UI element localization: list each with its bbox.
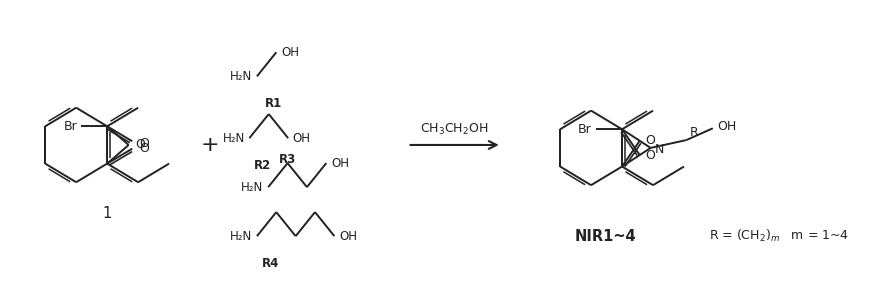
Text: R: R — [689, 126, 698, 139]
Text: O: O — [135, 138, 145, 152]
Text: R = (CH$_2$)$_m$   m = 1~4: R = (CH$_2$)$_m$ m = 1~4 — [709, 228, 849, 244]
Text: Br: Br — [64, 120, 77, 133]
Text: NIR1~4: NIR1~4 — [575, 229, 636, 244]
Text: Br: Br — [578, 123, 592, 136]
Text: OH: OH — [331, 157, 349, 170]
Text: O: O — [139, 137, 148, 150]
Text: OH: OH — [718, 120, 737, 133]
Text: OH: OH — [293, 132, 310, 145]
Text: +: + — [201, 135, 219, 155]
Text: OH: OH — [281, 46, 299, 59]
Text: 1: 1 — [103, 206, 112, 221]
Text: O: O — [139, 142, 148, 155]
Text: H₂N: H₂N — [230, 230, 252, 243]
Text: H₂N: H₂N — [230, 70, 252, 83]
Text: R4: R4 — [262, 257, 279, 270]
Text: R3: R3 — [278, 153, 296, 166]
Text: CH$_3$CH$_2$OH: CH$_3$CH$_2$OH — [420, 122, 489, 137]
Text: O: O — [645, 134, 656, 147]
Text: R2: R2 — [254, 159, 271, 172]
Text: R1: R1 — [265, 97, 283, 110]
Text: O: O — [645, 149, 656, 162]
Text: OH: OH — [339, 230, 357, 243]
Text: N: N — [654, 143, 664, 156]
Text: H₂N: H₂N — [242, 181, 263, 194]
Text: H₂N: H₂N — [222, 132, 245, 145]
